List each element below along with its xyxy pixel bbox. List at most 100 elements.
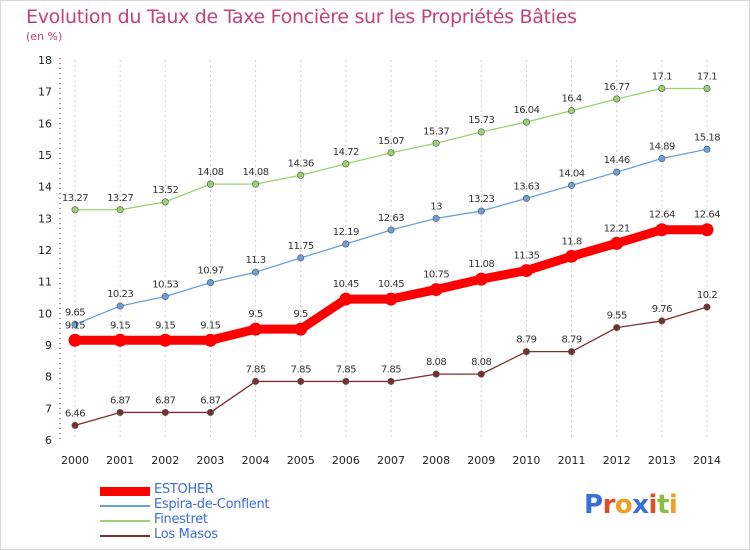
- data-label: 14.08: [197, 167, 223, 178]
- data-label: 10.23: [107, 289, 133, 300]
- data-point: [613, 324, 621, 332]
- data-point: [387, 149, 395, 157]
- data-label: 9.76: [652, 304, 672, 315]
- y-tick-label: 14: [38, 181, 52, 194]
- data-point: [161, 198, 169, 206]
- legend-label: ESTOHER: [154, 482, 214, 497]
- data-label: 6.87: [155, 395, 175, 406]
- data-label: 9.15: [110, 320, 130, 331]
- data-label: 9.65: [65, 307, 85, 318]
- data-label: 8.08: [471, 357, 491, 368]
- y-tick-label: 12: [38, 244, 52, 257]
- data-label: 12.19: [333, 227, 359, 238]
- x-tick-label: 2005: [287, 454, 315, 467]
- legend-swatch: [100, 520, 150, 522]
- data-label: 12.63: [378, 213, 404, 224]
- data-point: [568, 107, 576, 115]
- data-point: [432, 214, 440, 222]
- data-point: [158, 333, 172, 347]
- data-label: 10.53: [152, 280, 178, 291]
- data-label: 14.04: [559, 168, 585, 179]
- data-point: [71, 206, 79, 214]
- y-tick-label: 16: [38, 117, 52, 130]
- data-label: 16.04: [513, 105, 539, 116]
- data-label: 10.97: [197, 266, 223, 277]
- data-label: 13.23: [468, 194, 494, 205]
- data-label: 13.63: [513, 181, 539, 192]
- data-point: [658, 317, 666, 325]
- data-label: 14.72: [333, 147, 359, 158]
- data-point: [658, 85, 666, 93]
- data-label: 15.73: [468, 115, 494, 126]
- legend-swatch: [100, 535, 150, 537]
- x-tick-label: 2012: [603, 454, 631, 467]
- data-point: [522, 118, 530, 126]
- data-label: 11.3: [245, 255, 265, 266]
- data-point: [161, 408, 169, 416]
- data-label: 13: [430, 201, 442, 212]
- data-point: [477, 128, 485, 136]
- legend-label: Finestret: [154, 512, 208, 527]
- data-point: [68, 333, 82, 347]
- data-label: 17.1: [652, 72, 672, 83]
- data-label: 14.36: [288, 158, 314, 169]
- x-tick-label: 2000: [61, 454, 89, 467]
- y-tick-label: 11: [38, 276, 52, 289]
- chart-title: Evolution du Taux de Taxe Foncière sur l…: [26, 6, 577, 28]
- data-point: [206, 408, 214, 416]
- x-tick-label: 2004: [242, 454, 270, 467]
- data-label: 14.46: [604, 155, 630, 166]
- data-point: [658, 154, 666, 162]
- x-tick-label: 2001: [106, 454, 134, 467]
- data-point: [113, 333, 127, 347]
- data-point: [613, 168, 621, 176]
- legend-swatch: [100, 486, 150, 496]
- y-tick-label: 15: [38, 149, 52, 162]
- data-point: [568, 181, 576, 189]
- data-point: [297, 377, 305, 385]
- data-point: [703, 145, 711, 153]
- data-label: 16.77: [604, 82, 630, 93]
- data-point: [203, 333, 217, 347]
- data-label: 9.15: [155, 320, 175, 331]
- x-tick-label: 2014: [693, 454, 721, 467]
- data-label: 7.85: [336, 364, 356, 375]
- data-point: [432, 139, 440, 147]
- data-label: 11.35: [513, 251, 539, 262]
- data-point: [252, 180, 260, 188]
- data-label: 8.08: [426, 357, 446, 368]
- data-point: [477, 370, 485, 378]
- data-label: 6.87: [200, 395, 220, 406]
- chart-subtitle: (en %): [26, 30, 63, 43]
- x-tick-label: 2009: [467, 454, 495, 467]
- data-label: 10.2: [697, 290, 717, 301]
- data-point: [655, 223, 669, 237]
- data-point: [71, 320, 79, 328]
- data-label: 10.45: [378, 279, 404, 290]
- data-point: [71, 421, 79, 429]
- data-label: 8.79: [516, 335, 536, 346]
- data-label: 7.85: [245, 364, 265, 375]
- data-point: [342, 377, 350, 385]
- data-label: 9.5: [248, 309, 263, 320]
- y-tick-label: 7: [45, 402, 52, 415]
- proxiti-logo: Proxiti: [584, 490, 678, 520]
- data-point: [116, 302, 124, 310]
- data-point: [387, 226, 395, 234]
- data-label: 8.79: [561, 335, 581, 346]
- data-point: [116, 206, 124, 214]
- data-point: [384, 292, 398, 306]
- data-point: [522, 194, 530, 202]
- data-label: 12.64: [649, 210, 675, 221]
- data-point: [116, 408, 124, 416]
- data-point: [429, 283, 443, 297]
- data-point: [432, 370, 440, 378]
- data-label: 9.15: [65, 320, 85, 331]
- data-point: [339, 292, 353, 306]
- data-label: 14.89: [649, 141, 675, 152]
- data-point: [249, 322, 263, 336]
- data-point: [342, 160, 350, 168]
- data-label: 15.37: [423, 126, 449, 137]
